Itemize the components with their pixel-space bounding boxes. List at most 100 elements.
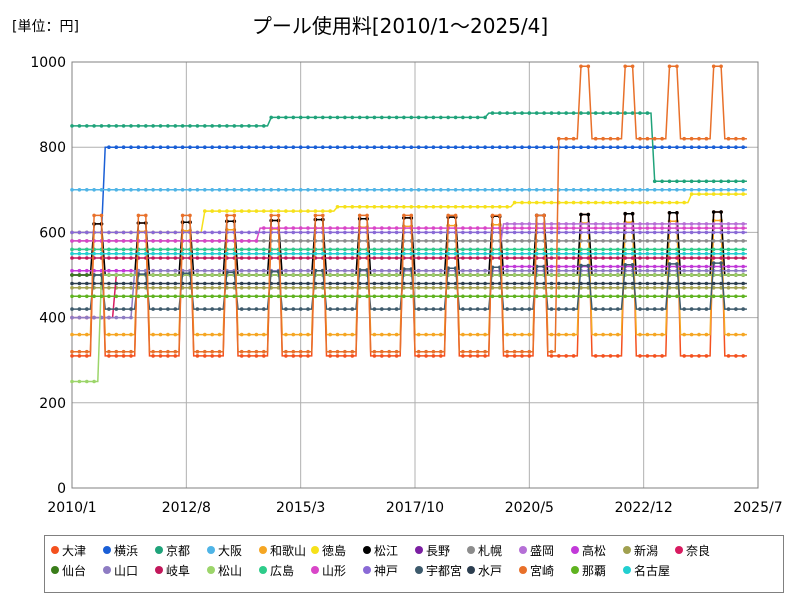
data-point: [564, 145, 568, 149]
data-point: [586, 247, 591, 252]
data-point: [416, 145, 421, 149]
data-point: [564, 136, 568, 141]
y-tick-label: 0: [57, 481, 66, 497]
data-point: [439, 247, 443, 252]
data-point: [166, 256, 170, 260]
data-point: [608, 307, 613, 311]
data-point: [527, 222, 532, 226]
data-point: [254, 354, 259, 358]
data-point: [372, 251, 377, 256]
data-point: [357, 115, 362, 120]
data-point: [667, 286, 672, 290]
data-point: [468, 205, 473, 209]
data-point: [225, 251, 229, 256]
data-point: [461, 294, 465, 299]
data-point: [616, 281, 620, 286]
data-point: [254, 209, 259, 213]
data-point: [704, 226, 709, 230]
data-point: [711, 210, 716, 214]
data-point: [667, 247, 672, 252]
data-point: [719, 222, 723, 226]
data-point: [660, 332, 664, 337]
data-point: [254, 124, 259, 128]
data-point: [608, 239, 613, 243]
data-point: [446, 145, 451, 149]
data-point: [704, 256, 709, 260]
data-point: [645, 256, 650, 260]
data-point: [557, 111, 561, 115]
data-point: [711, 188, 716, 192]
data-point: [741, 251, 745, 256]
data-point: [225, 124, 229, 128]
data-point: [468, 115, 473, 120]
data-point: [70, 256, 74, 260]
data-point: [335, 268, 340, 273]
data-point: [225, 188, 229, 192]
data-point: [601, 136, 605, 141]
data-point: [210, 209, 214, 213]
data-point: [387, 230, 392, 235]
data-point: [387, 115, 392, 120]
data-point: [645, 286, 650, 290]
data-point: [380, 239, 384, 243]
data-point: [697, 251, 701, 256]
legend-item: 那覇: [571, 560, 623, 580]
data-point: [623, 256, 627, 260]
data-point: [306, 230, 310, 235]
data-point: [254, 247, 259, 252]
data-point: [660, 294, 664, 299]
data-point: [85, 256, 89, 260]
data-point: [107, 307, 111, 311]
data-point: [424, 239, 428, 243]
data-point: [431, 256, 436, 260]
legend-item: 神戸: [363, 560, 415, 580]
data-point: [372, 294, 377, 299]
data-point: [262, 230, 266, 235]
data-point: [306, 256, 310, 260]
data-point: [682, 256, 686, 260]
legend-label: 札幌: [478, 543, 503, 558]
data-point: [92, 188, 96, 192]
data-point: [527, 247, 532, 252]
data-point: [512, 247, 517, 252]
data-point: [734, 230, 738, 235]
data-point: [424, 286, 428, 290]
data-point: [675, 247, 679, 252]
data-point: [77, 294, 82, 299]
data-point: [689, 281, 694, 286]
data-point: [527, 294, 532, 299]
legend-item: 松山: [207, 560, 259, 580]
data-point: [512, 188, 517, 192]
data-point: [343, 281, 347, 286]
data-point: [719, 226, 723, 230]
data-point: [675, 286, 679, 290]
data-point: [542, 111, 546, 115]
data-point: [667, 145, 672, 149]
data-point: [564, 273, 568, 277]
data-point: [704, 145, 709, 149]
data-point: [682, 294, 686, 299]
data-point: [151, 188, 155, 192]
data-point: [284, 349, 288, 354]
data-point: [158, 230, 163, 235]
data-point: [114, 188, 119, 192]
data-point: [652, 222, 657, 226]
data-point: [623, 239, 627, 243]
data-point: [239, 354, 244, 358]
data-point: [217, 286, 222, 290]
data-point: [107, 188, 111, 192]
data-point: [77, 124, 82, 128]
data-point: [129, 268, 133, 273]
data-point: [527, 111, 532, 115]
data-point: [741, 354, 745, 358]
data-point: [158, 281, 163, 286]
data-point: [593, 247, 598, 252]
data-point: [416, 354, 421, 358]
data-point: [70, 251, 74, 256]
data-point: [158, 124, 163, 128]
legend-marker: [155, 546, 163, 554]
data-point: [225, 213, 229, 218]
data-point: [652, 188, 657, 192]
data-point: [667, 251, 672, 256]
data-point: [439, 239, 443, 243]
